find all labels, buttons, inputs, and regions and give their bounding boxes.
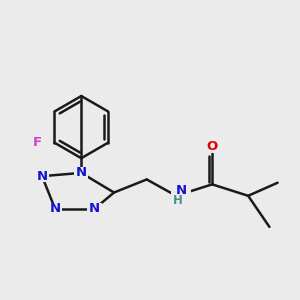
Bar [171,184,191,197]
Bar [35,170,49,182]
Text: H: H [173,194,183,207]
Bar [36,137,50,148]
Text: N: N [176,184,187,197]
Bar [205,141,219,153]
Text: N: N [76,167,87,179]
Text: N: N [50,202,61,215]
Bar [87,203,102,215]
Text: O: O [206,140,218,153]
Bar [48,203,62,215]
Text: N: N [37,170,48,183]
Text: N: N [89,202,100,215]
Text: F: F [33,136,42,149]
Bar [74,167,88,179]
